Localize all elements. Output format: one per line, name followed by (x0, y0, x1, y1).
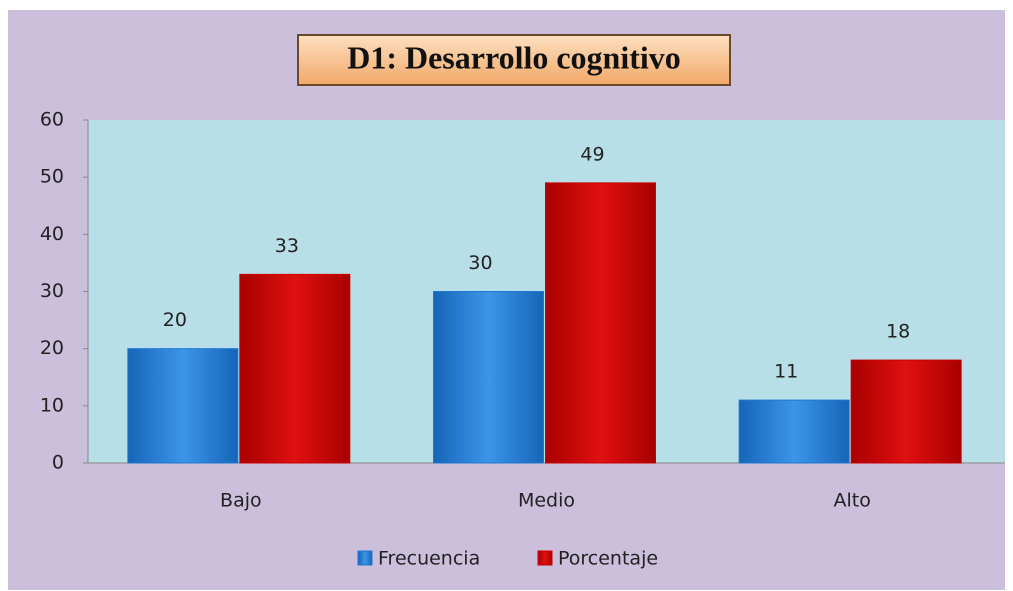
legend-marker (537, 550, 553, 566)
chart-title: D1: Desarrollo cognitivo (347, 39, 681, 75)
legend-marker (357, 550, 373, 566)
data-label: 49 (580, 143, 604, 165)
bar (850, 359, 962, 464)
y-tick-label: 0 (52, 452, 64, 474)
data-label: 33 (275, 235, 299, 257)
legend-label: Porcentaje (558, 548, 658, 570)
bar (127, 348, 239, 464)
bar (433, 291, 544, 464)
x-tick-label: Bajo (220, 490, 262, 512)
y-tick-label: 60 (40, 109, 64, 131)
data-label: 20 (163, 309, 187, 331)
data-label: 11 (774, 361, 798, 383)
data-label: 30 (468, 252, 492, 274)
y-tick-label: 20 (40, 337, 64, 359)
y-tick-label: 30 (40, 280, 64, 302)
title-box (297, 34, 731, 86)
bar (738, 399, 850, 464)
bar (239, 273, 351, 464)
x-tick-label: Medio (518, 490, 575, 512)
data-label: 18 (886, 321, 910, 343)
bar (545, 182, 656, 464)
y-tick-label: 10 (40, 394, 64, 416)
y-tick-label: 40 (40, 223, 64, 245)
y-tick-label: 50 (40, 166, 64, 188)
x-tick-label: Alto (833, 490, 870, 512)
legend-label: Frecuencia (378, 548, 480, 570)
